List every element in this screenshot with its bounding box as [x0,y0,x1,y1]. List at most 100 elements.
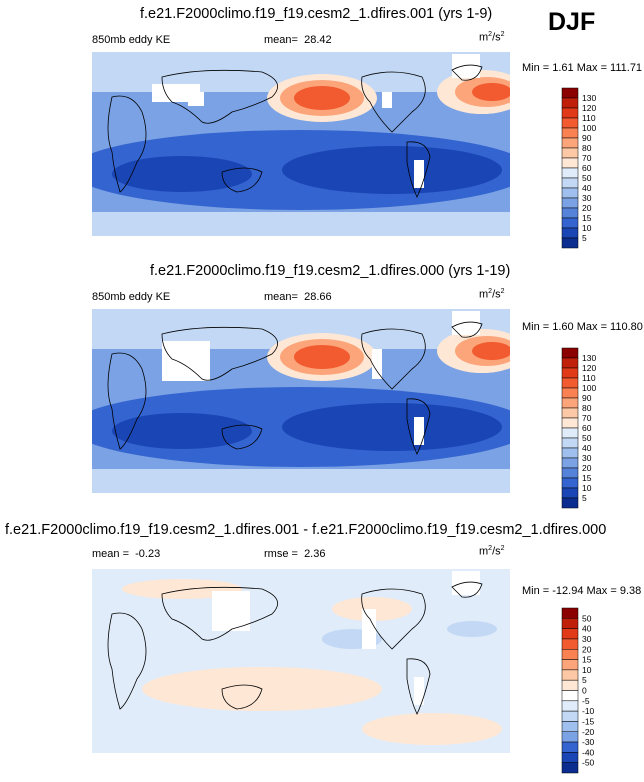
colorbar-swatch [561,107,579,119]
colorbar-tick-label: 50 [582,433,592,443]
colorbar-swatch [561,659,579,671]
panel-3-colorbar: 50 40 30 20 15 10 5 0 -5 -10 -15 -20 -30 -40 -50 [561,607,622,774]
colorbar-tick-label: 100 [582,383,596,393]
colorbar-tick-label: 30 [582,453,592,463]
panel-2-map [92,309,510,513]
colorbar-swatch [561,731,579,743]
colorbar-swatch [561,618,579,629]
panel-2-title: f.e21.F2000climo.f19_f19.cesm2_1.dfires.… [150,263,511,279]
colorbar-tick-label: 100 [582,123,596,133]
colorbar-tick-label: 5 [582,233,587,243]
colorbar-swatch [561,217,579,229]
colorbar-tick-label: -30 [582,737,595,747]
panel-2-minmax: Min = 1.60 Max = 110.80 [522,321,643,333]
panel-3-units: m2/s2 [479,545,505,558]
colorbar-tick-label: 10 [582,483,592,493]
colorbar-tick-label: -15 [582,716,595,726]
colorbar-swatch [561,187,579,199]
panel-1-minmax: Min = 1.61 Max = 111.71 [522,62,643,74]
colorbar-swatch [561,237,579,249]
colorbar-swatch [561,177,579,189]
panel-2-field-label: 850mb eddy KE [92,291,171,303]
colorbar-tick-label: -10 [582,706,595,716]
colorbar-tick-label: 70 [582,413,592,423]
panel-2-units: m2/s2 [479,288,505,301]
panel-2-mean: mean= 28.66 [264,291,332,303]
colorbar-swatch [561,628,579,640]
colorbar-tick-label: 10 [582,665,592,675]
colorbar-swatch [561,377,579,389]
colorbar-tick-label: 130 [582,353,596,363]
colorbar-swatch [561,467,579,479]
colorbar-swatch [561,117,579,129]
colorbar-tick-label: 40 [582,183,592,193]
colorbar-tick-label: 20 [582,203,592,213]
colorbar-tick-label: 60 [582,423,592,433]
colorbar-tick-label: 50 [582,613,592,623]
colorbar-tick-label: 120 [582,363,596,373]
colorbar-swatch [561,752,579,763]
colorbar-swatch [561,497,579,509]
colorbar-tick-label: -20 [582,727,595,737]
colorbar-tick-label: 15 [582,473,592,483]
colorbar-swatch [561,447,579,459]
colorbar-swatch [561,397,579,409]
panel-1-title: f.e21.F2000climo.f19_f19.cesm2_1.dfires.… [140,6,493,22]
colorbar-tick-label: 50 [582,173,592,183]
colorbar-swatch [561,649,579,660]
panel-1-mean: mean= 28.42 [264,34,332,46]
colorbar-tick-label: 40 [582,624,592,634]
colorbar-swatch [561,147,579,159]
colorbar-swatch [561,357,579,369]
colorbar-tick-label: 5 [582,493,587,503]
colorbar-tick-label: -5 [582,696,590,706]
colorbar-swatch [561,127,579,139]
colorbar-tick-label: 80 [582,403,592,413]
colorbar-tick-label: 20 [582,463,592,473]
colorbar-tick-label: 40 [582,443,592,453]
season-label: DJF [548,8,596,36]
panel-1-units: m2/s2 [479,31,505,44]
colorbar-swatch [561,137,579,149]
colorbar-tick-label: 30 [582,634,592,644]
colorbar-swatch [561,710,579,722]
colorbar-swatch [561,762,579,774]
colorbar-swatch [561,721,579,732]
colorbar-tick-label: 15 [582,655,592,665]
colorbar-swatch [561,207,579,219]
colorbar-swatch [561,227,579,239]
colorbar-tick-label: -40 [582,747,595,757]
colorbar-tick-label: 15 [582,213,592,223]
panel-3-minmax: Min = -12.94 Max = 9.38 [522,585,642,597]
panel-3-map [92,569,510,773]
colorbar-tick-label: 80 [582,143,592,153]
panel-2-colorbar: 130 120 110 100 90 80 70 60 50 40 30 20 15 10 5 [561,347,622,509]
panel-3-mean: mean = -0.23 [92,548,161,560]
colorbar-tick-label: 130 [582,93,596,103]
colorbar-tick-label: 90 [582,133,592,143]
colorbar-tick-label: 70 [582,153,592,163]
colorbar-swatch [561,487,579,499]
colorbar-swatch [561,477,579,489]
colorbar-tick-label: 90 [582,393,592,403]
colorbar-tick-label: 0 [582,686,587,696]
panel-1-colorbar: 130 120 110 100 90 80 70 60 50 40 30 20 15 10 5 [561,87,622,249]
colorbar-tick-label: 10 [582,223,592,233]
colorbar-swatch [561,427,579,439]
colorbar-swatch [561,638,579,650]
colorbar-tick-label: -50 [582,758,595,768]
colorbar-swatch [561,197,579,209]
colorbar-tick-label: 120 [582,103,596,113]
colorbar-tick-label: 60 [582,163,592,173]
colorbar-swatch [561,700,579,712]
colorbar-swatch [561,407,579,419]
colorbar-swatch [561,367,579,379]
colorbar-swatch [561,87,579,99]
colorbar-swatch [561,741,579,753]
colorbar-tick-label: 110 [582,113,596,123]
colorbar-swatch [561,167,579,179]
colorbar-swatch [561,437,579,449]
